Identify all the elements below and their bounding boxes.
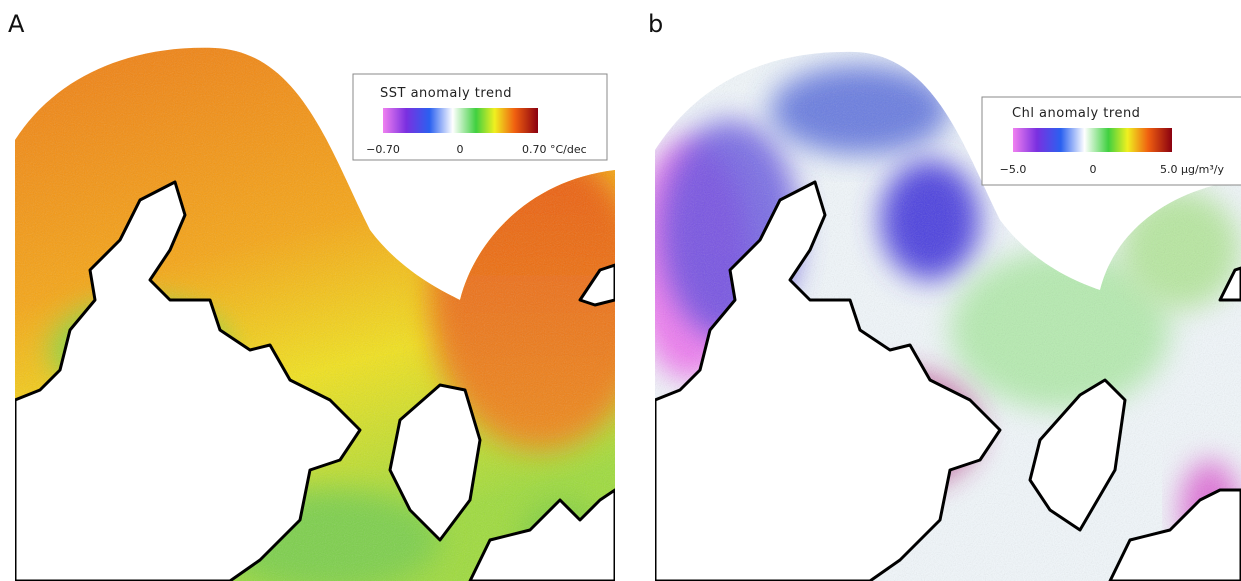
legend-tick: −5.0: [1000, 163, 1027, 176]
legend-title: Chl anomaly trend: [1012, 106, 1140, 121]
legend-title: SST anomaly trend: [380, 86, 512, 101]
map-shape: [388, 383, 482, 542]
legend-tick: 0: [457, 143, 464, 156]
map-shape: [1028, 378, 1127, 532]
map-shape: [468, 488, 615, 581]
map-shape: [655, 180, 1002, 581]
legend-tick: 5.0 μg/m³/y: [1160, 163, 1225, 176]
map-shape: [655, 51, 1241, 581]
map-shape: [1218, 266, 1241, 302]
map-artwork: [15, 47, 1241, 581]
legend-tick: 0: [1090, 163, 1097, 176]
panel-label: A: [8, 10, 25, 38]
map-shape: [15, 180, 362, 581]
legend-tick: −0.70: [366, 143, 400, 156]
map-shape: [1108, 488, 1241, 581]
map-shape: [1013, 128, 1172, 152]
panel-label: b: [648, 10, 663, 38]
map-shape: [383, 108, 538, 133]
legend-tick: 0.70 °C/dec: [522, 143, 587, 156]
map-shape: [578, 263, 615, 307]
